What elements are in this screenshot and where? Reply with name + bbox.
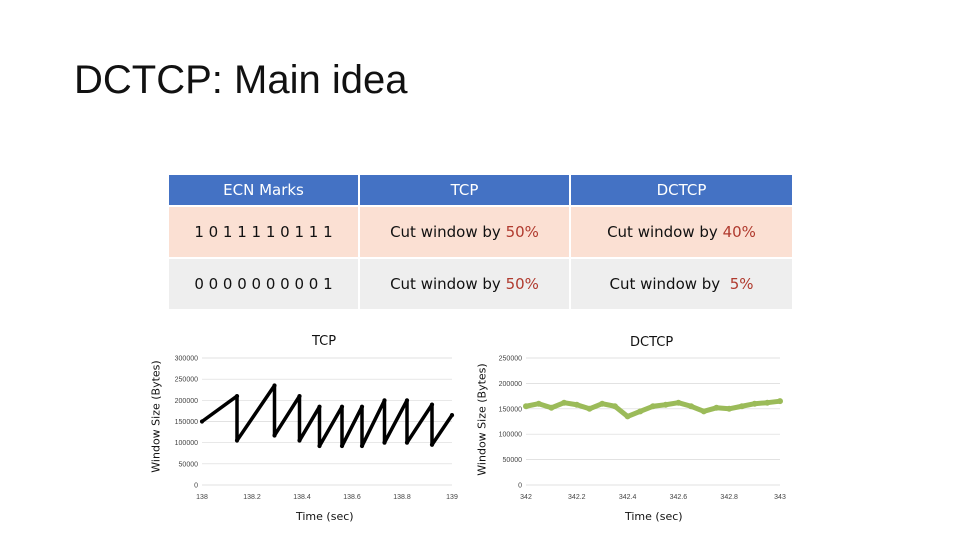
dctcp-cell: Cut window by 40% [570, 205, 792, 258]
tcp-series-line [200, 383, 454, 448]
tcp-y-tick-label: 100000 [175, 440, 198, 447]
tcp-x-tick-label: 138.2 [243, 494, 261, 501]
dctcp-x-axis-label: Time (sec) [625, 510, 683, 523]
dctcp-value: 5% [729, 275, 754, 293]
tcp-data-point [449, 413, 455, 418]
tcp-data-point [359, 404, 365, 409]
ecn-marks-cell: 0 0 0 0 0 0 0 0 0 1 [169, 257, 360, 309]
tcp-cell: Cut window by 50% [359, 257, 571, 309]
tcp-x-tick-label: 138.6 [343, 494, 361, 501]
dctcp-data-point [700, 408, 707, 415]
dctcp-data-point [624, 413, 631, 420]
dctcp-x-tick-label: 342.6 [670, 494, 688, 501]
tcp-data-point [382, 440, 387, 445]
tcp-prefix: Cut window by [390, 275, 506, 293]
dctcp-data-point [573, 401, 580, 408]
dctcp-prefix: Cut window by [609, 275, 730, 293]
dctcp-data-point [713, 404, 720, 411]
dctcp-y-tick-label: 50000 [503, 457, 523, 464]
tcp-data-point [272, 433, 277, 438]
dctcp-data-point [738, 403, 745, 410]
tcp-y-tick-label: 50000 [179, 461, 199, 468]
tcp-chart-title: TCP [312, 334, 337, 349]
tcp-data-point [404, 398, 410, 403]
dctcp-data-point [548, 404, 555, 411]
table-row: 0 0 0 0 0 0 0 0 0 1 Cut window by 50% Cu… [169, 257, 792, 309]
tcp-data-point [199, 419, 205, 424]
tcp-data-point [272, 383, 277, 388]
dctcp-data-point [535, 400, 542, 407]
tcp-x-tick-label: 138.4 [293, 494, 311, 501]
dctcp-x-tick-label: 342.8 [720, 494, 738, 501]
tcp-data-point [382, 398, 387, 403]
tcp-y-tick-label: 150000 [175, 419, 198, 426]
dctcp-data-point [688, 403, 695, 410]
tcp-chart: 0 50000 100000 150000 200000 250000 300000 138 1… [175, 356, 458, 502]
tcp-data-point [359, 443, 365, 449]
header-ecn-marks: ECN Marks [169, 175, 360, 206]
tcp-data-point [339, 443, 345, 449]
header-tcp: TCP [359, 175, 571, 206]
tcp-y-tick-label: 250000 [175, 377, 198, 384]
tcp-data-point [404, 440, 410, 445]
dctcp-y-tick-label: 200000 [499, 381, 522, 388]
dctcp-chart-title: DCTCP [630, 335, 674, 350]
dctcp-prefix: Cut window by [607, 223, 723, 241]
dctcp-y-tick-label: 0 [518, 483, 522, 490]
dctcp-chart: 0 50000 100000 150000 200000 250000 342 342.2 34… [499, 356, 786, 502]
dctcp-data-point [637, 408, 644, 415]
table-row: 1 0 1 1 1 1 0 1 1 1 Cut window by 50% Cu… [169, 205, 792, 258]
dctcp-data-point [751, 400, 758, 407]
dctcp-cell: Cut window by 5% [570, 257, 792, 309]
tcp-data-point [339, 404, 345, 409]
tcp-data-point [429, 402, 435, 407]
tcp-y-tick-label: 300000 [175, 356, 198, 363]
tcp-x-tick-label: 138.8 [393, 494, 411, 501]
dctcp-x-tick-label: 342.2 [568, 494, 586, 501]
dctcp-value: 40% [722, 223, 756, 241]
comparison-table: ECN Marks TCP DCTCP 1 0 1 1 1 1 0 1 1 1 … [169, 175, 792, 309]
dctcp-data-point [675, 399, 682, 406]
dctcp-data-point [611, 403, 618, 410]
dctcp-x-tick-label: 343 [774, 494, 786, 501]
dctcp-y-tick-label: 150000 [499, 406, 522, 413]
dctcp-data-point [586, 405, 593, 412]
tcp-value: 50% [505, 275, 539, 293]
dctcp-data-point [650, 403, 656, 410]
table-header-row: ECN Marks TCP DCTCP [169, 175, 792, 206]
tcp-value: 50% [505, 223, 539, 241]
dctcp-data-point [523, 403, 529, 410]
tcp-cell: Cut window by 50% [359, 205, 571, 258]
page-title: DCTCP: Main idea [74, 58, 408, 102]
tcp-data-point [234, 438, 240, 443]
dctcp-data-point [777, 398, 783, 405]
tcp-data-point [429, 442, 435, 447]
dctcp-data-point [599, 400, 606, 407]
tcp-data-point [317, 404, 322, 409]
tcp-prefix: Cut window by [390, 223, 506, 241]
tcp-x-tick-label: 138 [196, 494, 208, 501]
dctcp-x-tick-label: 342 [520, 494, 532, 501]
dctcp-y-tick-label: 250000 [499, 356, 522, 363]
dctcp-data-point [726, 405, 733, 412]
tcp-data-point [297, 438, 302, 443]
tcp-data-point [317, 443, 322, 449]
tcp-y-tick-label: 0 [194, 483, 198, 490]
tcp-x-tick-label: 139 [446, 494, 458, 501]
dctcp-data-point [561, 399, 568, 406]
header-dctcp: DCTCP [570, 175, 792, 206]
dctcp-data-point [764, 399, 771, 406]
tcp-y-tick-label: 200000 [175, 398, 198, 405]
tcp-x-axis-label: Time (sec) [296, 510, 354, 523]
tcp-data-point [234, 394, 240, 399]
tcp-data-point [297, 394, 302, 399]
dctcp-x-tick-label: 342.4 [619, 494, 637, 501]
dctcp-y-tick-label: 100000 [499, 432, 522, 439]
dctcp-y-axis-label: Window Size (Bytes) [475, 363, 489, 476]
ecn-marks-cell: 1 0 1 1 1 1 0 1 1 1 [169, 205, 360, 258]
dctcp-data-point [662, 401, 669, 408]
